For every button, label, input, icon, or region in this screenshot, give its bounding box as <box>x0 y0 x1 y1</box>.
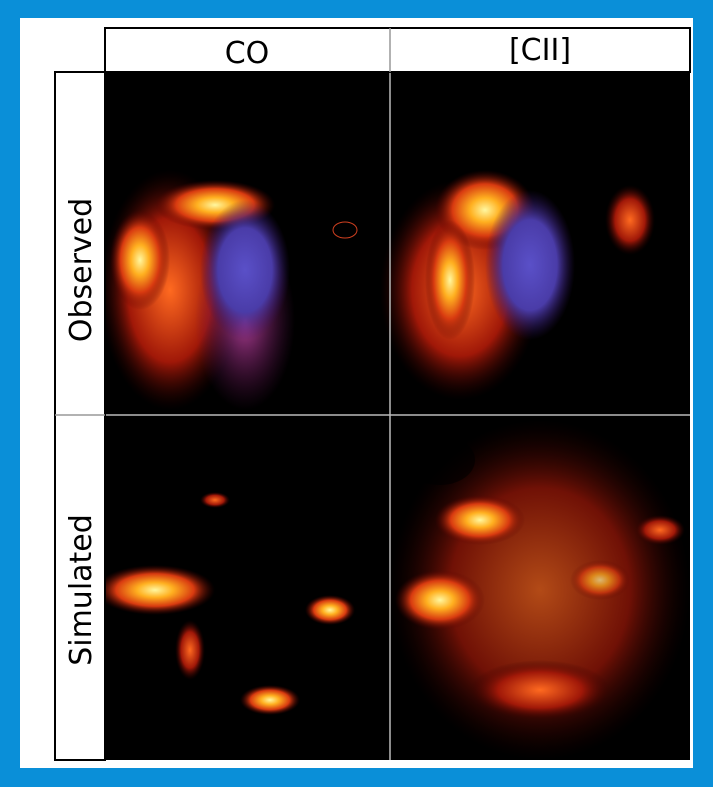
row-label: Observed <box>64 198 99 342</box>
column-label: CO <box>225 36 270 71</box>
simulated-cii-image <box>390 420 690 760</box>
column-header-box <box>105 28 690 72</box>
page: CO [CII] Observed Simulated (() => { con… <box>0 0 713 787</box>
figure: CO [CII] Observed Simulated <box>0 0 713 787</box>
row-label: Simulated <box>64 514 99 666</box>
column-label: [CII] <box>509 33 571 68</box>
